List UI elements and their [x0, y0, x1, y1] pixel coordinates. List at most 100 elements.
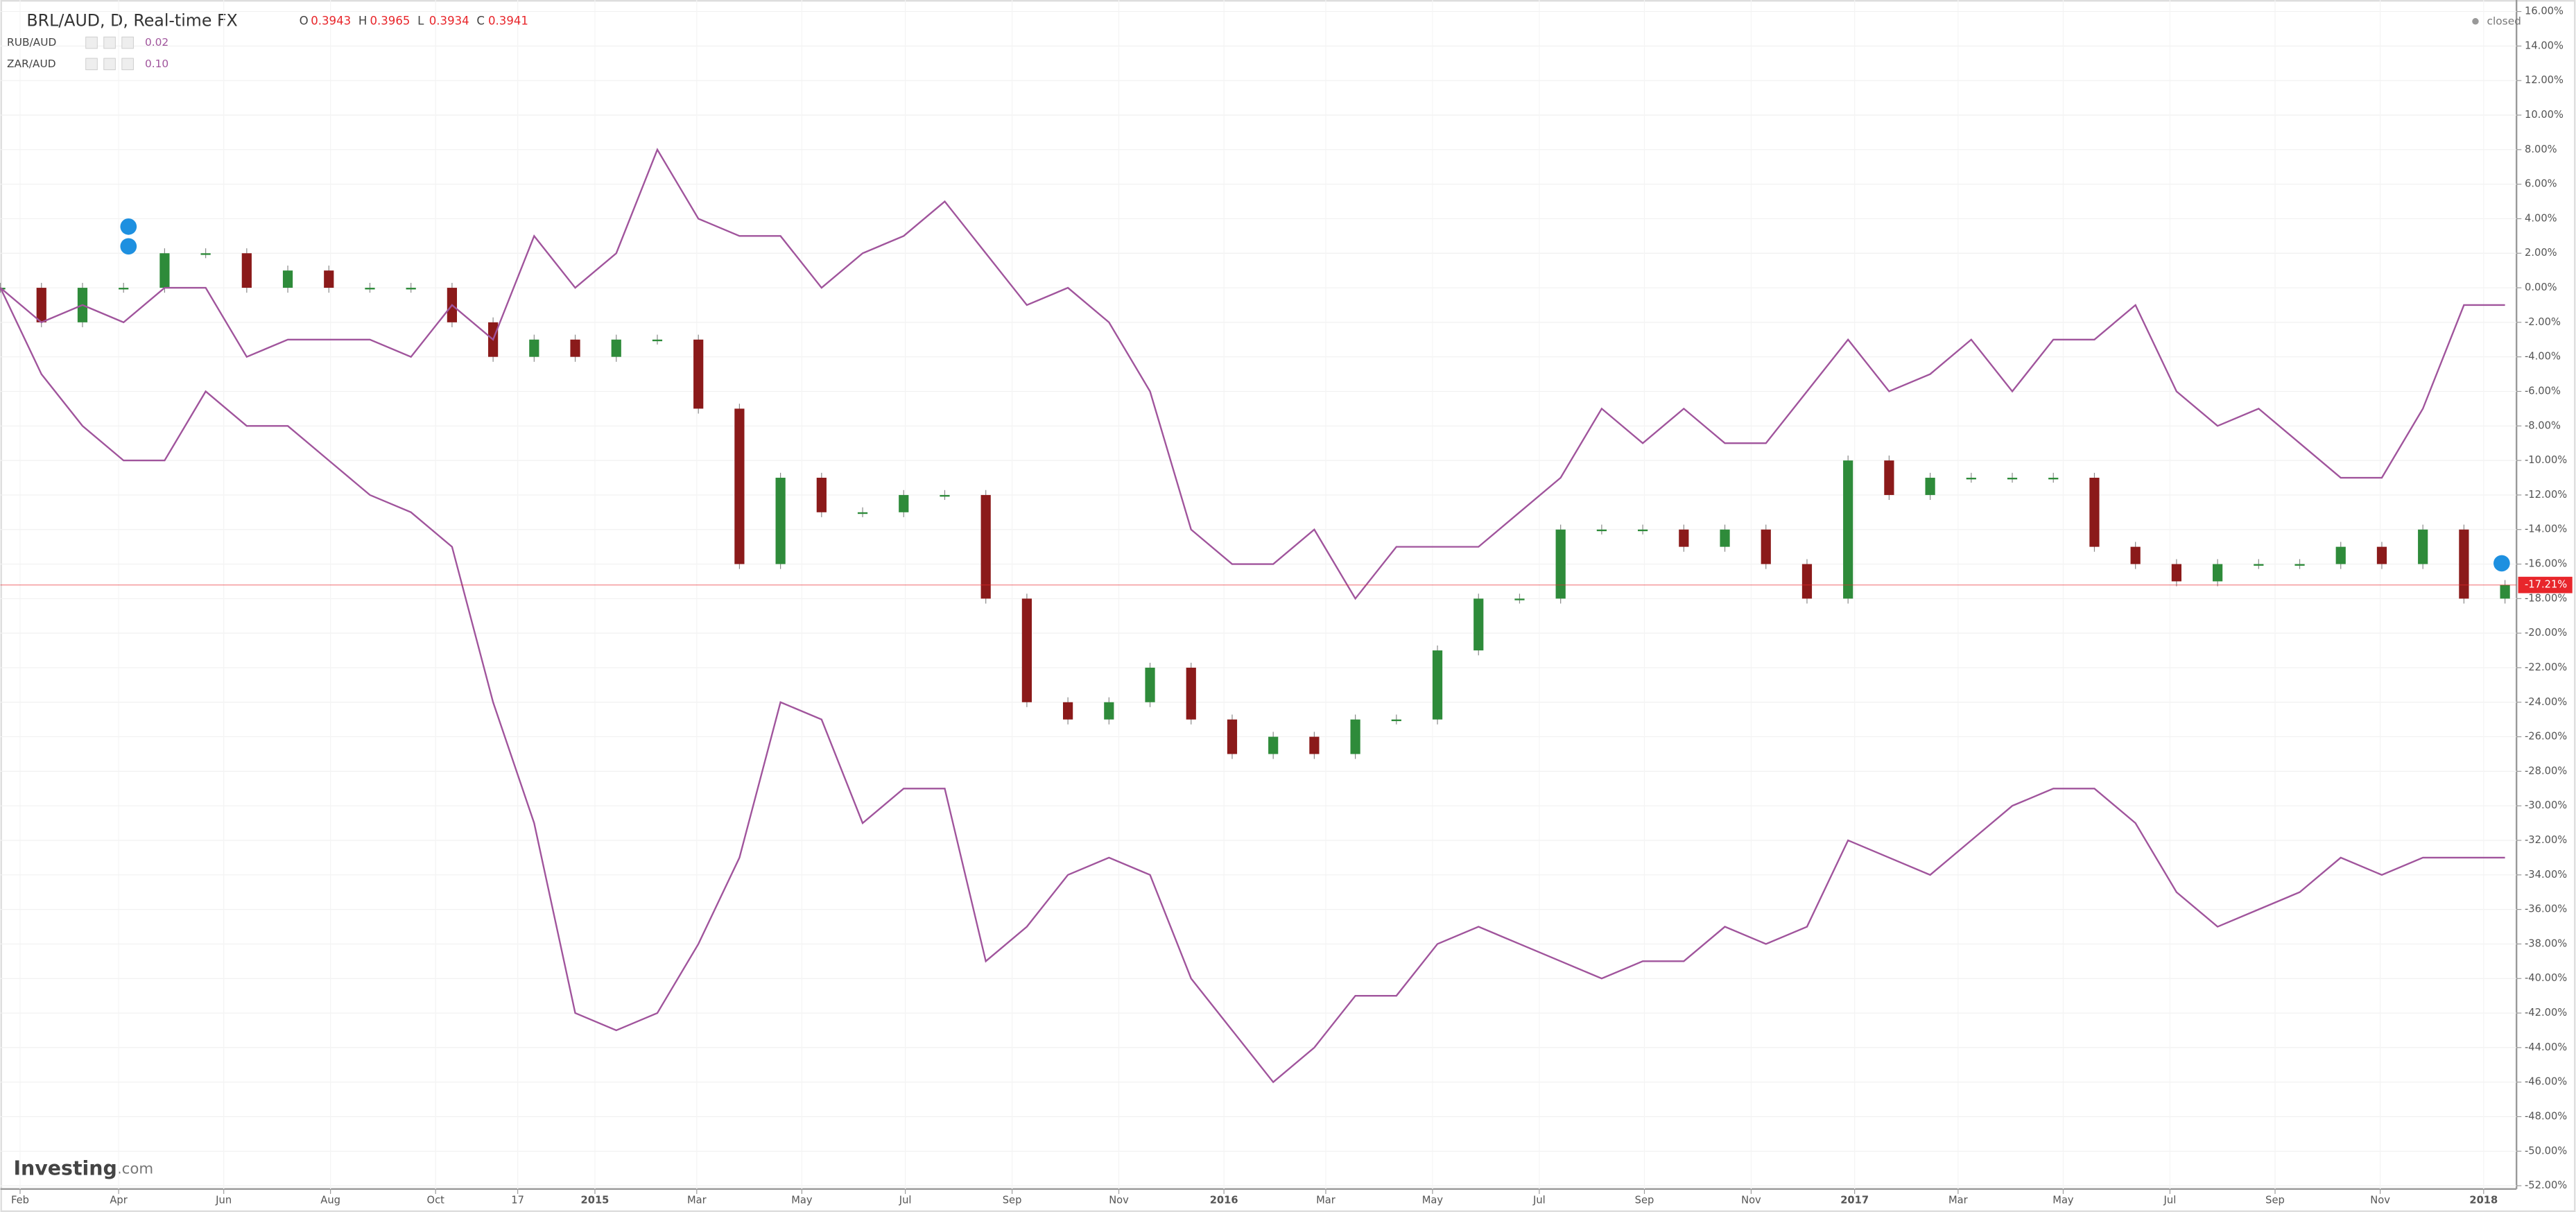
x-tick-label: Sep	[1635, 1194, 1654, 1206]
candle	[611, 339, 621, 357]
candle	[734, 408, 745, 564]
last-value-box	[2518, 576, 2573, 594]
candle	[1884, 460, 1894, 495]
x-tick-label: Sep	[1003, 1194, 1022, 1206]
y-tick-label: -22.00%	[2525, 661, 2567, 673]
series-line	[0, 148, 2505, 600]
ohlc-label: H	[358, 14, 367, 27]
candle	[200, 253, 211, 255]
legend-button	[85, 36, 98, 49]
y-tick-label: 16.00%	[2525, 6, 2564, 17]
y-tick-label: -42.00%	[2525, 1007, 2567, 1019]
candle	[529, 339, 539, 357]
candle	[2007, 478, 2018, 480]
legend-button	[121, 58, 134, 71]
y-tick-label: 12.00%	[2525, 74, 2564, 86]
y-tick-label: -14.00%	[2525, 523, 2567, 535]
y-tick-label: -26.00%	[2525, 731, 2567, 743]
candle	[1925, 478, 1935, 495]
candle	[324, 270, 334, 288]
marker-p	[120, 218, 137, 235]
candle	[1186, 667, 1196, 720]
candle	[2213, 564, 2223, 582]
candle	[2500, 585, 2510, 599]
candle	[282, 270, 293, 288]
candle	[1104, 702, 1114, 720]
ohlc-value: 0.3934	[429, 14, 469, 27]
candle	[1473, 598, 1484, 651]
candle	[1843, 460, 1853, 599]
y-tick-label: 6.00%	[2525, 178, 2557, 190]
candle	[2089, 478, 2100, 547]
y-tick-label: -12.00%	[2525, 489, 2567, 501]
legend-button	[121, 36, 134, 49]
y-tick-label: -40.00%	[2525, 972, 2567, 984]
x-tick-label: Sep	[2265, 1194, 2285, 1206]
candle	[2130, 546, 2141, 564]
y-tick-label: -16.00%	[2525, 558, 2567, 570]
legend-value: 0.02	[145, 36, 168, 49]
candle	[2459, 529, 2469, 599]
x-tick-label: Mar	[1316, 1194, 1336, 1206]
y-tick-label: -10.00%	[2525, 454, 2567, 466]
watermark-suffix: .com	[117, 1160, 153, 1177]
ohlc-value: 0.3941	[488, 14, 528, 27]
candle	[1350, 719, 1360, 754]
y-tick-label: -18.00%	[2525, 592, 2567, 604]
x-tick-label: Nov	[2370, 1194, 2390, 1206]
y-tick-label: -30.00%	[2525, 799, 2567, 811]
x-tick-label: Oct	[427, 1194, 445, 1206]
legend-button	[103, 58, 116, 71]
x-tick-label: May	[791, 1194, 813, 1206]
x-tick-label: Apr	[110, 1194, 128, 1206]
y-tick-label: 10.00%	[2525, 109, 2564, 121]
candle	[1761, 529, 1771, 564]
x-tick-label: Mar	[1948, 1194, 1969, 1206]
x-tick-label: May	[1422, 1194, 1444, 1206]
y-tick-label: 2.00%	[2525, 247, 2557, 259]
candle	[119, 288, 129, 290]
candle	[1063, 702, 1073, 720]
x-tick-label: 2017	[1840, 1194, 1869, 1206]
y-tick-label: -28.00%	[2525, 765, 2567, 777]
ohlc-value: 0.3965	[370, 14, 410, 27]
candle	[406, 288, 416, 290]
x-tick-label: Jul	[1532, 1194, 1546, 1206]
candle	[365, 288, 375, 290]
y-tick-label: 8.00%	[2525, 144, 2557, 155]
x-tick-label: 2018	[2469, 1194, 2498, 1206]
watermark: Investing.com	[13, 1157, 153, 1179]
y-tick-label: -48.00%	[2525, 1110, 2567, 1122]
y-tick-label: 4.00%	[2525, 212, 2557, 224]
candle	[940, 494, 950, 497]
ohlc-label: L	[417, 14, 424, 27]
candle	[980, 494, 991, 599]
x-tick-label: Mar	[687, 1194, 707, 1206]
candle	[2048, 478, 2059, 480]
marker-p	[120, 238, 137, 255]
legend-name: RUB/AUD	[7, 36, 56, 49]
y-tick-label: -50.00%	[2525, 1145, 2567, 1157]
x-tick-label: 17	[511, 1194, 524, 1206]
candle	[2335, 546, 2346, 564]
candle	[0, 288, 6, 290]
ohlc-label: C	[476, 14, 485, 27]
last-value-label: -17.21%	[2525, 579, 2567, 591]
y-tick-label: -32.00%	[2525, 834, 2567, 846]
candle	[857, 512, 868, 514]
candle	[1227, 719, 1238, 754]
y-tick-label: -52.00%	[2525, 1179, 2567, 1191]
candle	[1309, 736, 1320, 754]
candle	[1801, 564, 1813, 599]
candle	[1268, 736, 1279, 754]
ohlc-value: 0.3943	[311, 14, 351, 27]
y-tick-label: -20.00%	[2525, 627, 2567, 639]
x-tick-label: May	[2052, 1194, 2074, 1206]
candle	[159, 253, 170, 288]
y-tick-label: -24.00%	[2525, 696, 2567, 708]
candle	[1679, 529, 1689, 547]
candle	[1514, 598, 1525, 600]
watermark-main: Investing	[13, 1157, 116, 1179]
x-tick-label: Jun	[215, 1194, 232, 1206]
